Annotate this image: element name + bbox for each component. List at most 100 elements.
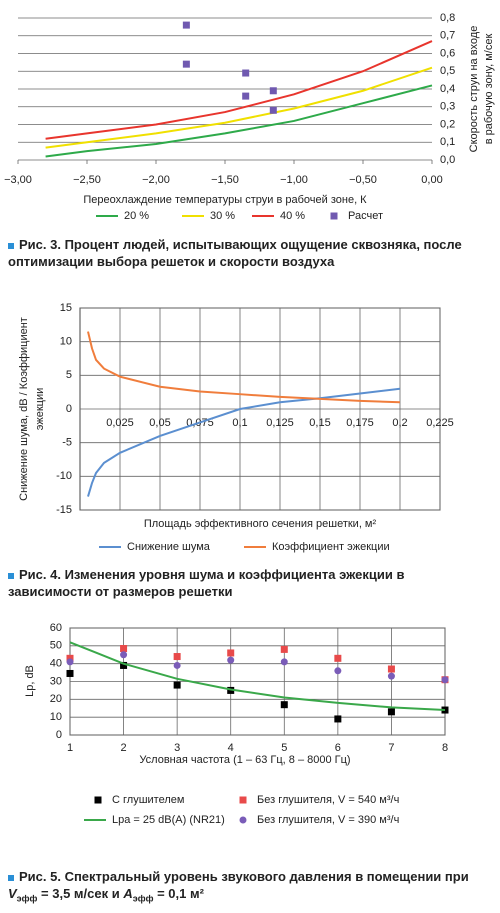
data-point [120,645,128,653]
x-tick-label: −2,50 [73,174,101,186]
y-tick-label: 0,5 [440,65,455,77]
data-point [269,106,277,114]
series-line [87,331,401,404]
legend-label: 20 % [124,210,149,222]
y-tick-label: 0 [66,403,72,415]
data-point [441,676,449,684]
series-line [45,66,433,149]
x-tick-label: 3 [174,742,180,754]
y-tick-label: -5 [62,437,72,449]
x-axis-label: Площадь эффективного сечения решетки, м² [144,518,377,530]
data-point [387,708,395,716]
bullet [8,572,14,579]
data-point [173,661,181,669]
data-point [280,701,288,709]
x-tick-label: 2 [121,742,127,754]
caption-text: Рис. 5. Спектральный уровень звукового д… [19,869,469,884]
data-point [242,92,250,100]
data-point [387,665,395,673]
data-point [120,661,128,669]
data-point [269,87,277,95]
y-tick-label: 30 [50,675,62,687]
x-tick-label: 0,2 [392,417,407,429]
y-tick-label: 40 [50,658,62,670]
y-tick-label: 60 [50,622,62,634]
caption-text: = 3,5 м/сек и [37,886,124,901]
caption-text: V [8,886,17,901]
legend-swatch [94,796,102,804]
x-axis-label: Условная частота (1 – 63 Гц, 8 – 8000 Гц… [139,754,350,766]
data-point [66,658,74,666]
x-tick-label: −1,50 [211,174,239,186]
data-point [334,667,342,675]
x-tick-label: 5 [281,742,287,754]
caption-text: Рис. 3. Процент людей, испытывающих ощущ… [8,237,462,269]
bullet [8,242,14,249]
x-tick-label: 4 [228,742,234,754]
y-tick-label: 0,6 [440,47,455,59]
caption-text: эфф [132,893,154,904]
y-tick-label: 0,1 [440,136,455,148]
y-tick-label: 50 [50,640,62,652]
x-tick-label: 0,175 [346,417,374,429]
x-tick-label: 0,00 [421,174,442,186]
caption-text: эфф [16,893,38,904]
data-point [66,669,74,677]
data-point [173,681,181,689]
y-tick-label: 0,3 [440,101,455,113]
caption-text: A [123,886,133,901]
x-tick-label: 0,1 [232,417,247,429]
series-line [87,387,401,497]
x-tick-label: 0,15 [309,417,330,429]
x-tick-label: −1,00 [280,174,308,186]
legend-label: Расчет [348,210,383,222]
y-axis-label: Скорость струи на входе [468,26,480,153]
data-point [182,21,190,29]
series-line [69,641,446,712]
x-tick-label: 7 [388,742,394,754]
y-tick-label: 0,8 [440,12,455,24]
caption: Рис. 4. Изменения уровня шума и коэффици… [8,566,488,600]
series-line [45,40,433,140]
data-point [227,649,235,657]
y-tick-label: 15 [60,302,72,314]
data-point [280,645,288,653]
caption: Рис. 5. Спектральный уровень звукового д… [8,868,488,908]
legend-swatch [330,212,338,220]
legend-swatch [239,796,247,804]
y-axis-label: Lp, dB [24,665,36,697]
legend-label: 30 % [210,210,235,222]
y-tick-label: 0,7 [440,30,455,42]
y-tick-label: 0,4 [440,83,455,95]
legend-label: 40 % [280,210,305,222]
legend-label: Lpa = 25 dB(A) (NR21) [112,814,225,826]
y-axis-label: Снижение шума, dB / Коэффициент [18,317,30,501]
data-point [120,651,128,659]
x-tick-label: 0,225 [426,417,454,429]
data-point [334,654,342,662]
caption-text: = 0,1 м² [153,886,204,901]
x-axis-label: Переохлаждение температуры струи в рабоч… [83,194,367,206]
y-tick-label: 10 [50,711,62,723]
legend-label: Коэффициент эжекции [272,541,390,553]
legend-label: Снижение шума [127,541,211,553]
data-point [227,656,235,664]
caption: Рис. 3. Процент людей, испытывающих ощущ… [8,236,488,270]
x-tick-label: 0,025 [106,417,134,429]
x-tick-label: −0,50 [349,174,377,186]
data-point [173,653,181,661]
x-tick-label: 0,125 [266,417,294,429]
bullet [8,874,14,881]
data-point [280,658,288,666]
x-tick-label: 8 [442,742,448,754]
series-line [45,84,433,158]
x-tick-label: −2,00 [142,174,170,186]
y-axis-label: эжекции [34,388,46,431]
data-point [66,654,74,662]
legend-swatch [239,816,247,824]
y-tick-label: 10 [60,336,72,348]
y-tick-label: 0,2 [440,118,455,130]
x-tick-label: 0,05 [149,417,170,429]
